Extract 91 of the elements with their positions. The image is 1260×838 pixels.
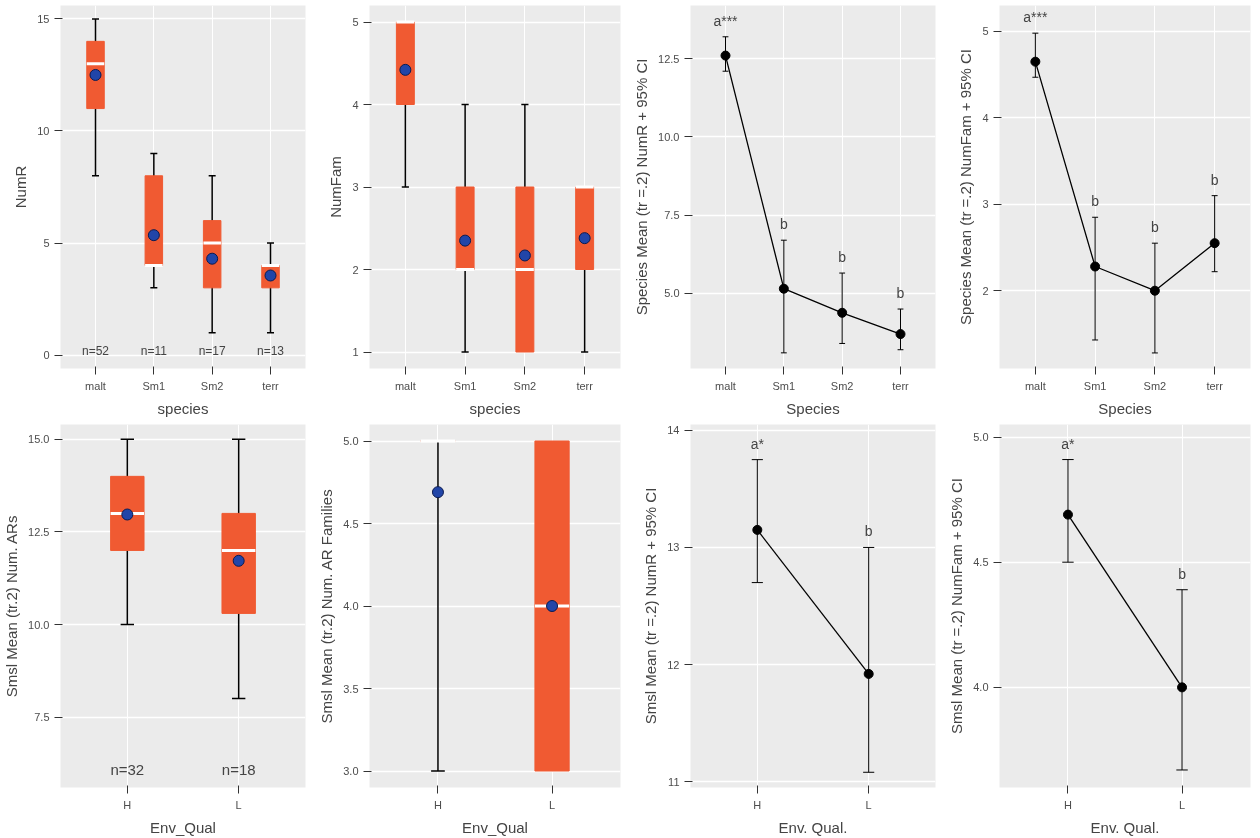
x-tick-label: malt: [394, 379, 416, 392]
y-tick-label: 7.5: [34, 711, 50, 724]
y-tick-label: 13: [667, 541, 680, 554]
y-tick-label: 5.0: [973, 431, 989, 444]
annotation: b: [1150, 219, 1159, 236]
y-tick-label: 10: [37, 124, 50, 137]
y-axis-title: Smsl Mean (tr.2) Num. AR Families: [318, 489, 336, 724]
y-tick-label: 3.5: [343, 682, 359, 695]
annotation: n=32: [110, 761, 145, 778]
y-tick-label: 4: [982, 111, 989, 124]
y-tick-label: 4.0: [973, 681, 989, 694]
x-axis-title: species: [469, 399, 521, 417]
annotation: b: [896, 285, 905, 302]
y-tick-label: 4.5: [973, 556, 989, 569]
y-tick-label: 5: [982, 25, 989, 38]
annotation: a***: [713, 12, 739, 29]
annotation: a*: [1061, 435, 1076, 452]
annotation: b: [1210, 171, 1219, 188]
annotation: n=52: [81, 343, 110, 358]
y-tick-label: 5: [352, 16, 359, 28]
x-axis-title: Env_Qual: [150, 818, 216, 836]
x-tick-label: Sm1: [1083, 379, 1107, 392]
x-tick-label: Sm1: [142, 379, 166, 392]
x-axis-title: Env. Qual.: [1090, 818, 1160, 836]
y-axis-title: NumFam: [327, 156, 345, 218]
y-tick-label: 1: [352, 346, 359, 358]
x-tick-label: Sm2: [200, 379, 224, 392]
x-tick-label: Sm1: [453, 379, 477, 392]
x-axis-title: Env. Qual.: [778, 818, 848, 836]
x-axis-title: species: [157, 399, 209, 417]
x-tick-label: Sm2: [1143, 379, 1167, 392]
x-tick-label: malt: [715, 379, 736, 392]
annotation: n=13: [256, 343, 285, 358]
y-tick-label: 5.0: [343, 435, 359, 447]
annotation: b: [1091, 193, 1100, 210]
annotation: n=18: [221, 761, 256, 778]
annotation: n=11: [140, 343, 168, 358]
x-axis-title: Env_Qual: [462, 818, 528, 836]
y-tick-label: 2: [352, 263, 359, 276]
y-tick-label: 3: [982, 198, 989, 211]
y-axis-title: NumR: [12, 165, 30, 209]
x-tick-label: Sm1: [772, 379, 796, 392]
x-tick-label: L: [548, 798, 556, 811]
y-axis-title: Species Mean (tr =.2) NumR + 95% CI: [633, 58, 651, 316]
y-tick-label: 11: [668, 775, 680, 788]
y-tick-label: 3: [352, 181, 359, 193]
x-tick-label: Sm2: [830, 379, 854, 392]
x-tick-label: Sm2: [513, 379, 537, 392]
x-tick-label: L: [235, 798, 242, 811]
y-tick-label: 12.5: [658, 52, 680, 65]
x-tick-label: H: [123, 798, 132, 811]
y-tick-label: 4.5: [343, 517, 359, 530]
y-tick-label: 15.0: [28, 433, 50, 446]
x-tick-label: H: [1063, 798, 1072, 811]
y-tick-label: 4: [352, 98, 359, 111]
x-tick-label: terr: [892, 379, 910, 392]
x-tick-label: H: [433, 798, 442, 811]
y-tick-label: 12.5: [28, 525, 50, 538]
y-tick-label: 10.0: [28, 618, 50, 631]
annotation: b: [1178, 565, 1187, 582]
y-tick-label: 4.0: [343, 600, 359, 612]
x-tick-label: malt: [85, 379, 106, 392]
x-axis-title: Species: [1098, 399, 1152, 417]
y-tick-label: 14: [667, 424, 680, 437]
x-tick-label: L: [1178, 798, 1186, 811]
y-tick-label: 2: [982, 284, 989, 297]
annotation: a*: [750, 435, 765, 452]
y-tick-label: 5.0: [664, 287, 680, 300]
x-tick-label: terr: [576, 379, 594, 392]
x-axis-title: Species: [786, 399, 840, 417]
annotation: n=17: [198, 343, 227, 358]
y-axis-title: Smsl Mean (tr =.2) NumR + 95% CI: [642, 487, 660, 725]
y-tick-label: 15: [37, 12, 50, 25]
y-tick-label: 12: [667, 658, 680, 671]
y-axis-title: Smsl Mean (tr =.2) NumFam + 95% CI: [948, 478, 966, 734]
y-tick-label: 10.0: [658, 130, 680, 143]
x-tick-label: terr: [262, 379, 280, 392]
x-tick-label: H: [753, 798, 762, 811]
x-tick-label: L: [865, 798, 872, 811]
y-tick-label: 0: [43, 349, 50, 362]
annotation: b: [838, 249, 847, 266]
y-tick-label: 5: [43, 237, 50, 250]
y-tick-label: 7.5: [664, 209, 680, 222]
annotation: b: [864, 523, 873, 540]
annotation: b: [779, 216, 788, 233]
x-tick-label: terr: [1206, 379, 1224, 392]
y-axis-title: Species Mean (tr =.2) NumFam + 95% CI: [957, 49, 975, 325]
y-axis-title: Smsl Mean (tr.2) Num. ARs: [3, 515, 21, 698]
annotation: a***: [1023, 9, 1048, 26]
x-tick-label: malt: [1024, 379, 1046, 392]
y-tick-label: 3.0: [343, 765, 359, 777]
